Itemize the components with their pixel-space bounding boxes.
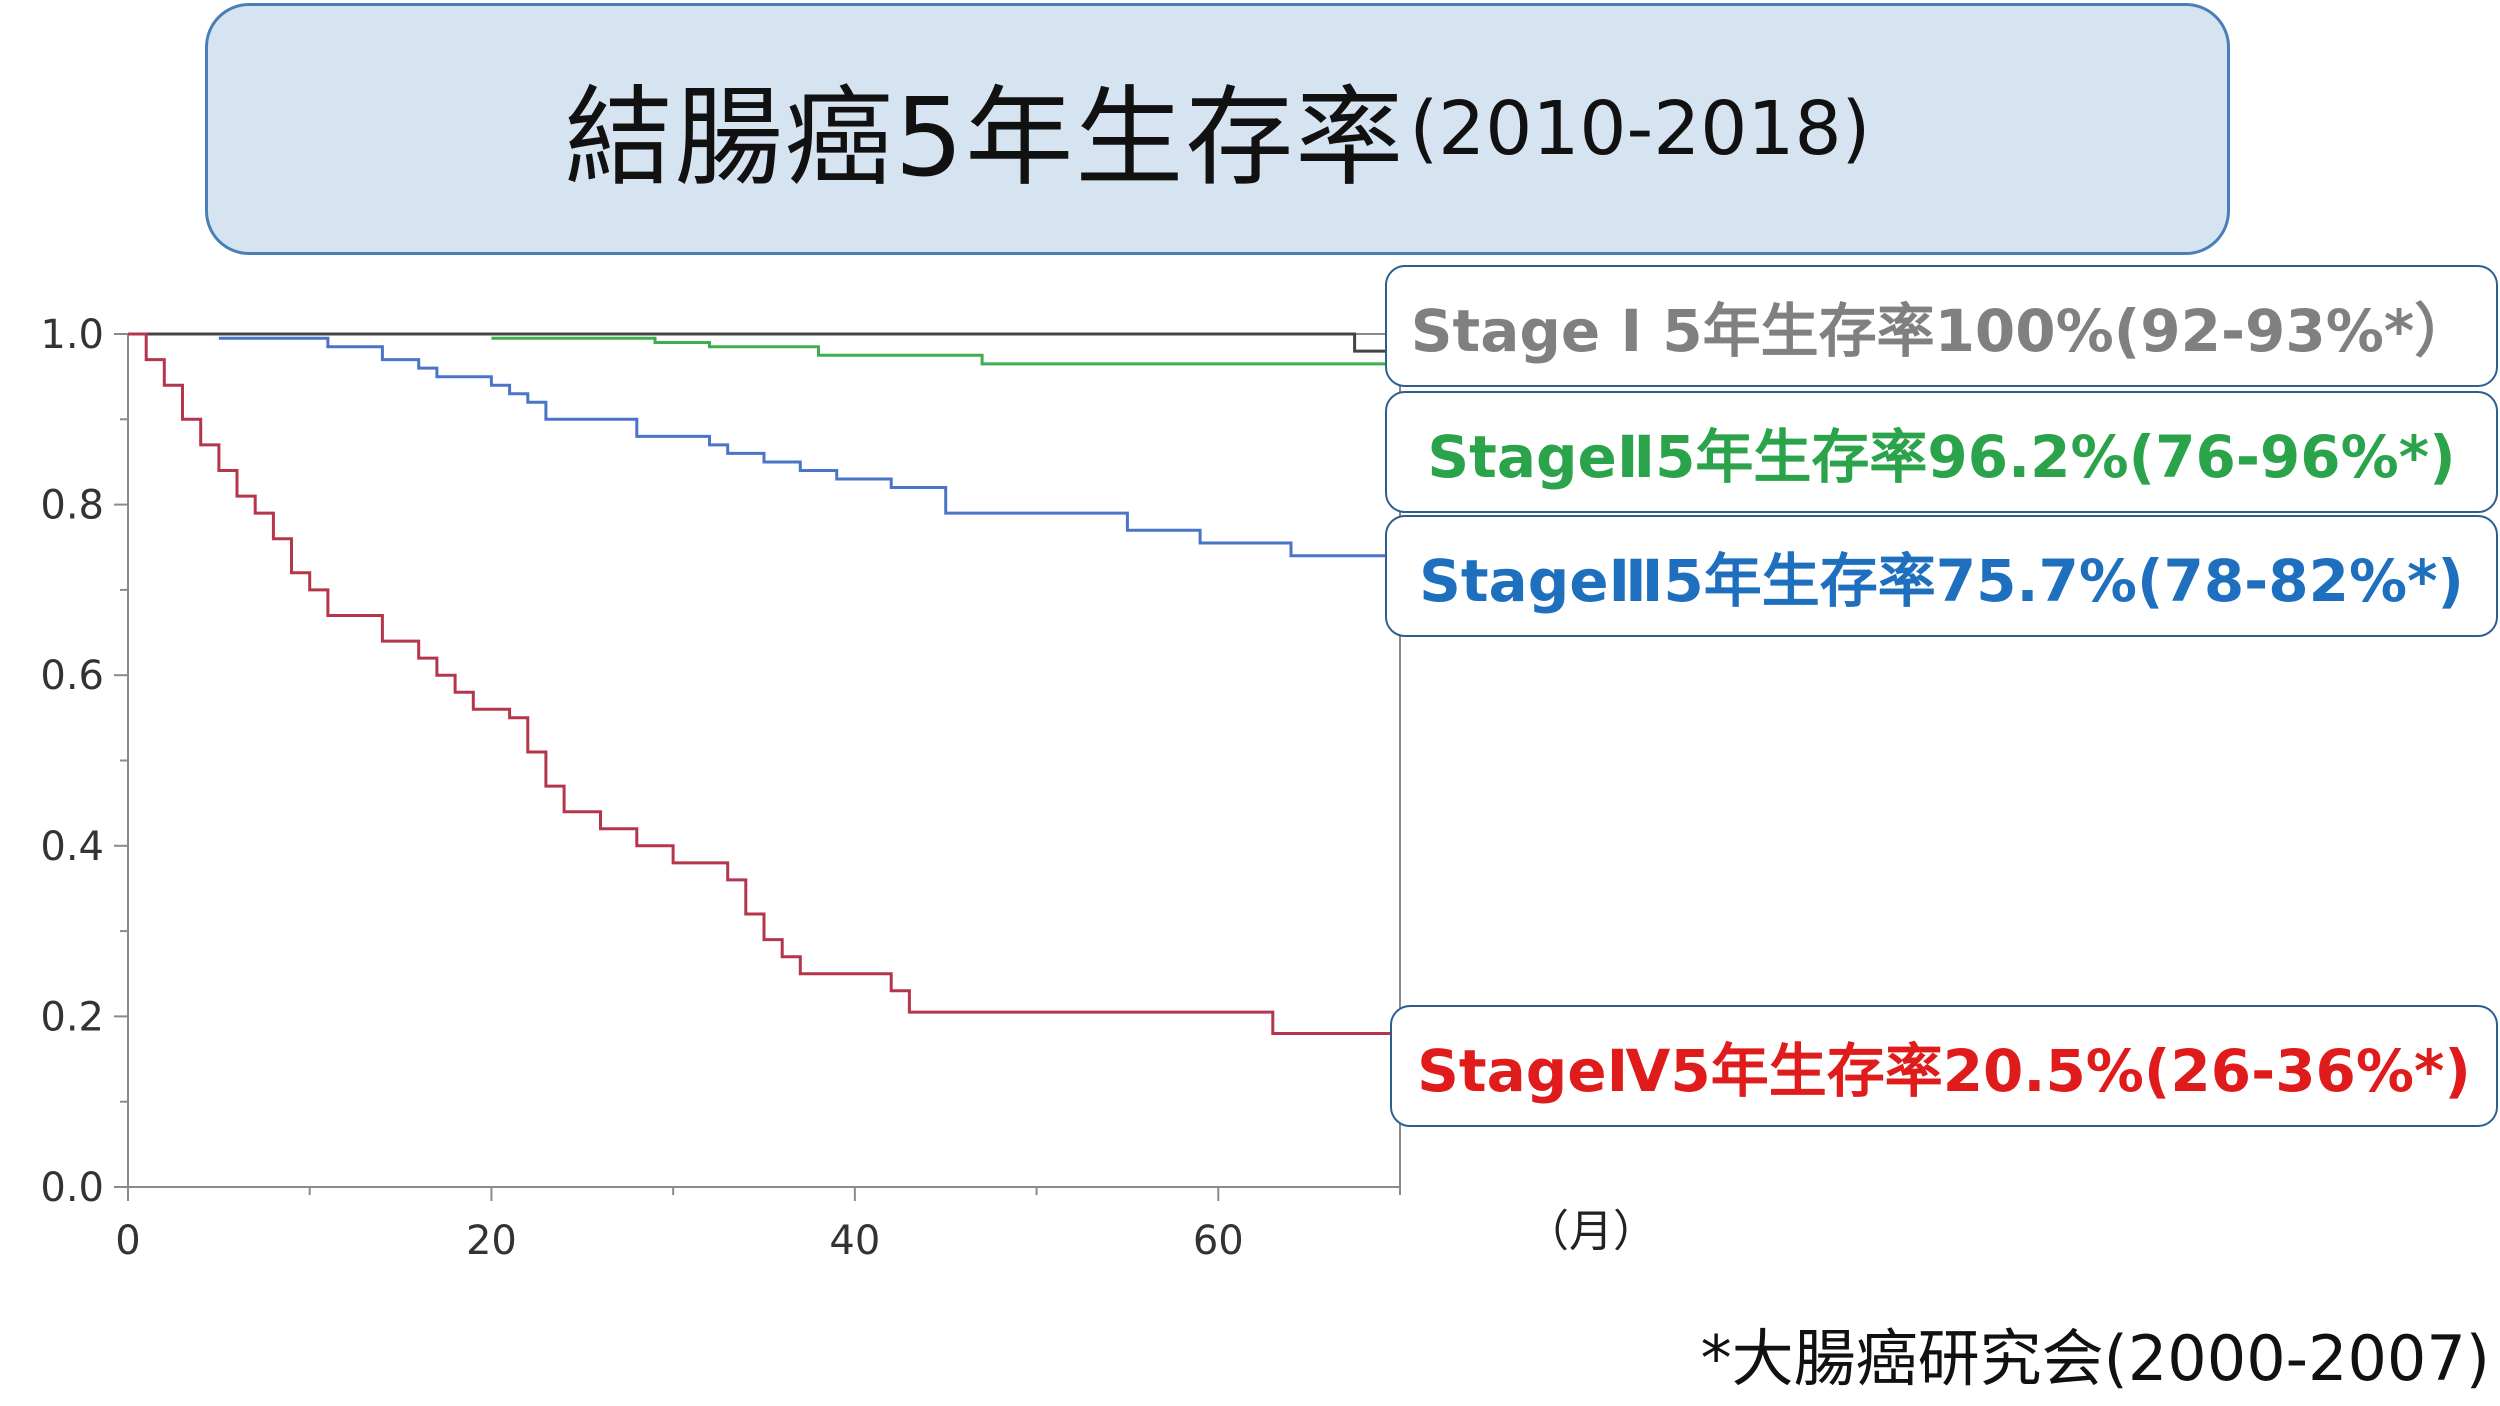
x-tick-label: 60 bbox=[1193, 1218, 1244, 1264]
legend-stage4: StageⅣ5年生存率20.5%(26-36%*) bbox=[1390, 1005, 2498, 1127]
x-axis-unit: （月） bbox=[1525, 1206, 1657, 1257]
y-tick-label: 0.2 bbox=[40, 994, 104, 1040]
legend-label-stage4: StageⅣ5年生存率20.5%(26-36%*) bbox=[1417, 1037, 2471, 1105]
chart-title-period: (2010-2018) bbox=[1409, 86, 1871, 172]
stage4-curve bbox=[128, 332, 1402, 1047]
chart-title: 結腸癌5年生存率 bbox=[564, 76, 1406, 201]
y-tick-label: 0.4 bbox=[40, 824, 104, 870]
x-tick-label: 0 bbox=[115, 1218, 140, 1264]
legend-stage2: StageⅡ5年生存率96.2%(76-96%*) bbox=[1385, 391, 2498, 513]
legend-stage1: Stage Ⅰ 5年生存率100%(92-93%*） bbox=[1385, 265, 2498, 387]
axes: 0 20 40 60 0.0 0.2 0.4 0.6 0.8 1.0 bbox=[40, 312, 1401, 1264]
y-tick-label: 0.0 bbox=[40, 1165, 104, 1211]
source-note: *大腸癌研究会(2000-2007) bbox=[1700, 1322, 2490, 1395]
y-tick-label: 0.6 bbox=[40, 653, 104, 699]
legend-stage3: StageⅢ5年生存率75.7%(78-82%*) bbox=[1385, 515, 2498, 637]
x-tick-label: 20 bbox=[466, 1218, 517, 1264]
x-tick-label: 40 bbox=[829, 1218, 880, 1264]
legend-label-stage3: StageⅢ5年生存率75.7%(78-82%*) bbox=[1419, 547, 2464, 615]
title-box: 結腸癌5年生存率 (2010-2018) bbox=[205, 3, 2230, 255]
stage3-curve bbox=[218, 336, 1402, 559]
stage1-curve bbox=[128, 332, 1400, 353]
legend-label-stage1: Stage Ⅰ 5年生存率100%(92-93%*） bbox=[1410, 297, 2473, 365]
y-tick-label: 0.8 bbox=[40, 483, 104, 529]
series-lines bbox=[128, 332, 1402, 1047]
stage2-curve bbox=[491, 336, 1402, 367]
y-tick-label: 1.0 bbox=[40, 312, 104, 358]
legend-label-stage2: StageⅡ5年生存率96.2%(76-96%*) bbox=[1427, 423, 2456, 491]
